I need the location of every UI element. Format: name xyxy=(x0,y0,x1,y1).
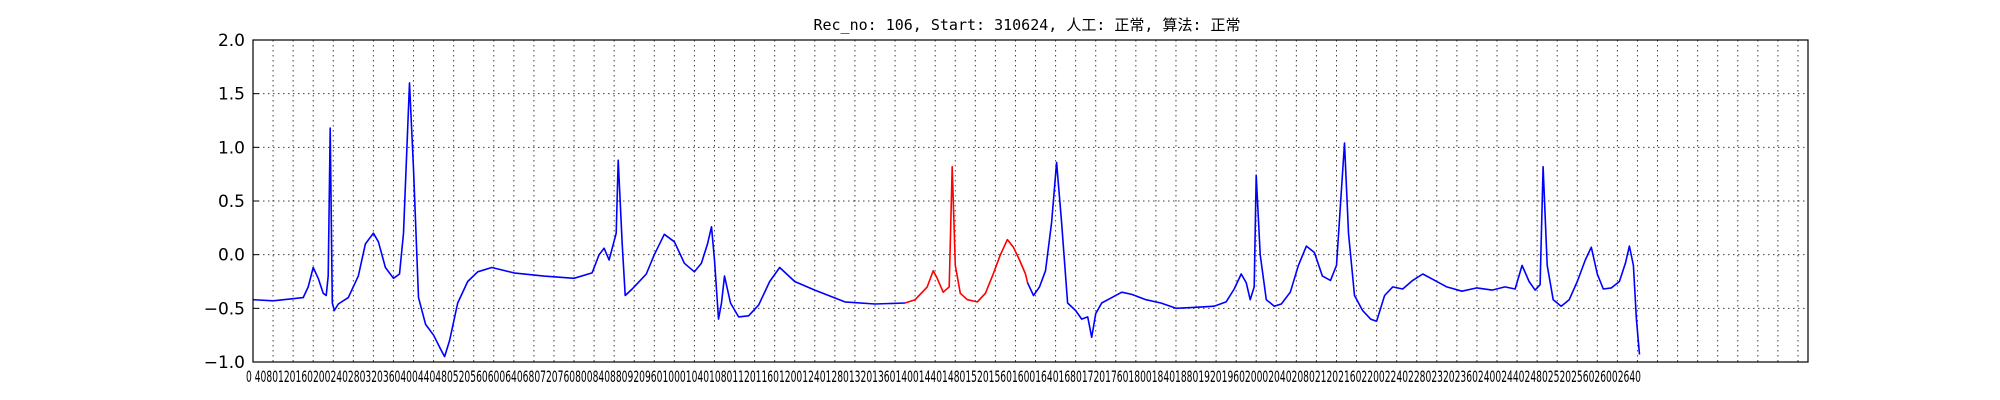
y-tick-label: −0.5 xyxy=(204,299,245,319)
ecg-trace-highlighted-segment xyxy=(904,165,1029,304)
y-tick-label: −1.0 xyxy=(204,353,245,373)
ecg-trace-segment-1 xyxy=(252,82,906,358)
ecg-trace-segment-3 xyxy=(1026,142,1641,355)
series xyxy=(252,82,1641,358)
y-axis: 2.0 1.5 1.0 0.5 0.0 −0.5 −1.0 xyxy=(204,31,259,373)
x-axis: 0 40801201602002402803203604004404805205… xyxy=(246,367,1641,386)
y-tick-label: 2.0 xyxy=(218,31,245,51)
grid xyxy=(253,40,1808,362)
y-tick-label: 1.0 xyxy=(218,138,245,158)
y-tick-label: 0.5 xyxy=(218,192,245,212)
plot-frame xyxy=(252,39,1809,363)
y-tick-label: 1.5 xyxy=(218,85,245,105)
y-tick-label: 0.0 xyxy=(218,246,245,266)
x-tick-labels: 0 40801201602002402803203604004404805205… xyxy=(246,367,1641,386)
chart-title: Rec_no: 106, Start: 310624, 人工: 正常, 算法: … xyxy=(813,16,1240,34)
